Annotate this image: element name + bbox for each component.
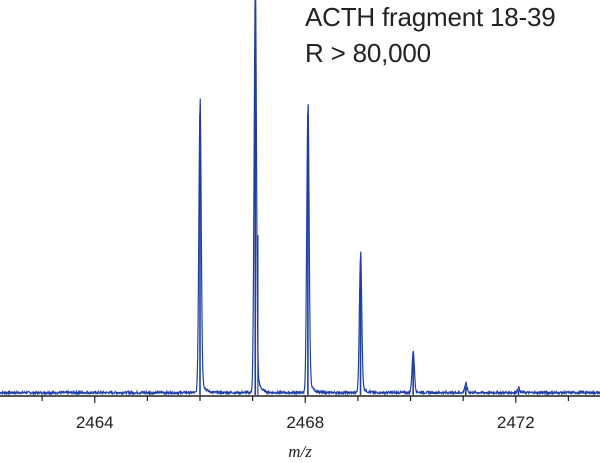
x-axis-title: m/z <box>288 442 312 461</box>
spectrum-layer <box>0 0 600 397</box>
x-tick-label: 2472 <box>497 413 535 432</box>
x-axis: 2464 2468 2472 <box>0 395 600 432</box>
annotation-resolution: R > 80,000 <box>305 38 431 68</box>
x-tick-label: 2468 <box>286 413 324 432</box>
annotation-compound: ACTH fragment 18-39 <box>305 2 556 32</box>
x-tick-label: 2464 <box>76 413 114 432</box>
spectrum-trace <box>0 0 600 397</box>
